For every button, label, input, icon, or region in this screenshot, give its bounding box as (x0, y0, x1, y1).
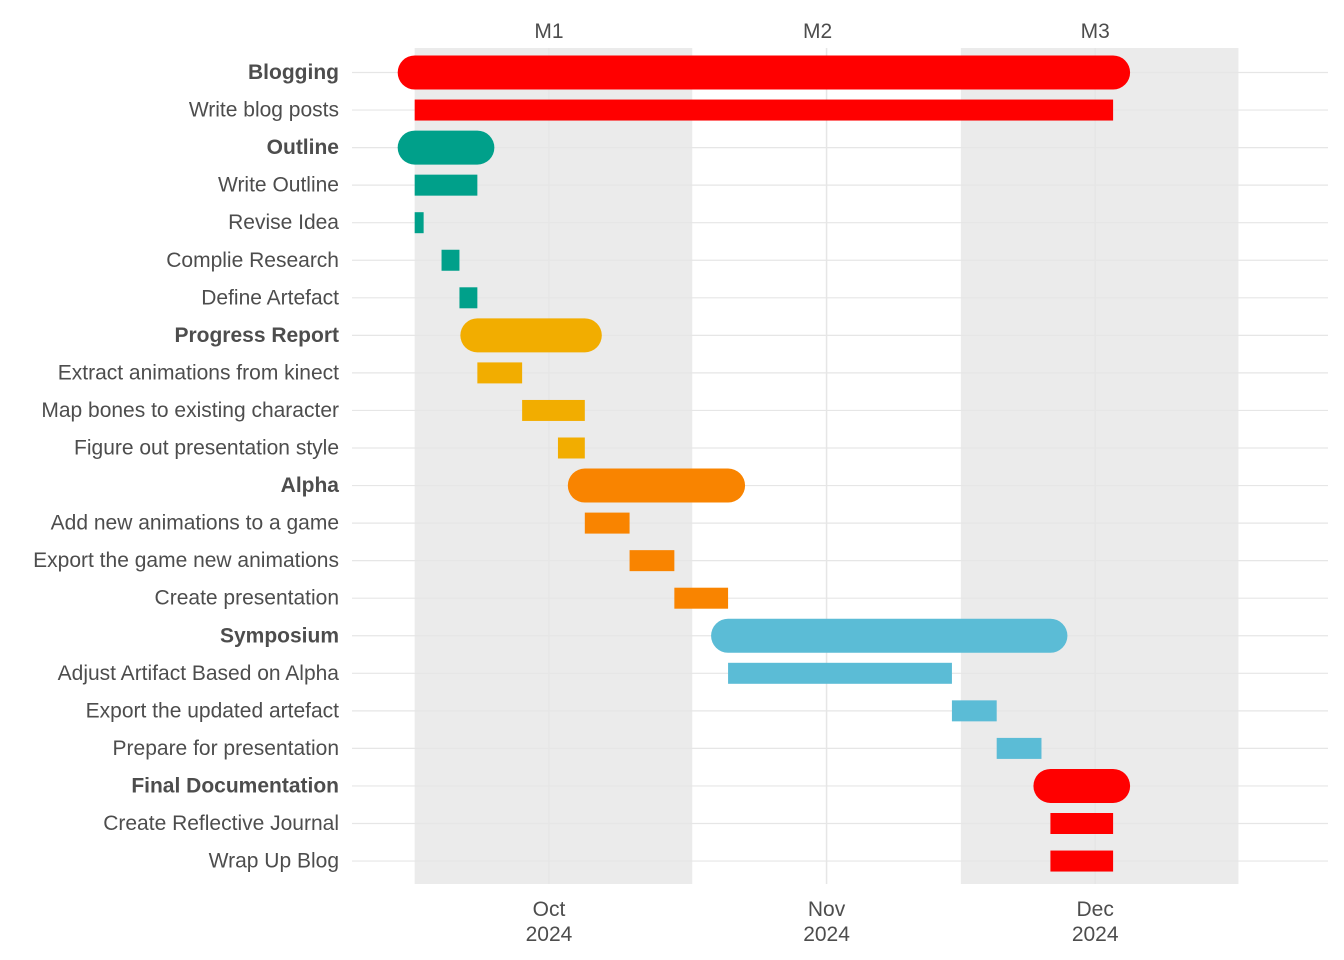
shaded-period-1 (414, 48, 693, 884)
task-label-prepare-for-presentation: Prepare for presentation (113, 737, 339, 760)
group-label-alpha: Alpha (281, 474, 340, 497)
task-label-revise-idea: Revise Idea (228, 211, 339, 234)
task-bar-adjust-artifact-based-on-alpha (728, 662, 952, 684)
task-bar-figure-out-presentation-style (557, 437, 585, 459)
group-label-blogging: Blogging (248, 61, 339, 84)
group-bar-progress-report (460, 318, 602, 353)
group-bar-alpha (567, 468, 746, 503)
task-label-export-the-game-new-animations: Export the game new animations (33, 549, 339, 572)
task-bar-prepare-for-presentation (996, 737, 1042, 759)
task-bar-export-the-game-new-animations (629, 550, 675, 572)
task-label-define-artefact: Define Artefact (201, 286, 339, 309)
task-label-extract-animations-from-kinect: Extract animations from kinect (58, 361, 339, 384)
x-tick-month-dec: Dec (1077, 898, 1114, 921)
task-bar-complie-research (441, 249, 460, 271)
group-label-symposium: Symposium (220, 624, 339, 647)
task-bar-write-blog-posts (414, 99, 1114, 121)
task-label-create-reflective-journal: Create Reflective Journal (103, 812, 339, 835)
milestone-label-m1: M1 (534, 20, 563, 43)
task-label-map-bones-to-existing-character: Map bones to existing character (41, 399, 339, 422)
x-tick-year-nov: 2024 (803, 923, 850, 946)
task-bar-wrap-up-blog (1050, 850, 1114, 872)
group-bar-final-documentation (1033, 768, 1131, 803)
task-label-write-outline: Write Outline (218, 174, 339, 197)
shaded-periods (414, 48, 1239, 884)
milestone-label-m3: M3 (1081, 20, 1110, 43)
group-bar-blogging (397, 55, 1131, 90)
x-tick-year-oct: 2024 (526, 923, 573, 946)
task-label-add-new-animations-to-a-game: Add new animations to a game (51, 512, 339, 535)
task-bar-define-artefact (459, 287, 478, 309)
group-bar-outline (397, 130, 495, 165)
row-labels: Blogging Write blog posts Outline Write Out… (33, 61, 339, 873)
task-label-export-the-updated-artefact: Export the updated artefact (86, 699, 339, 722)
task-bar-map-bones-to-existing-character (522, 399, 585, 421)
grid-lines (352, 48, 1328, 884)
group-label-progress-report: Progress Report (174, 324, 339, 347)
task-bar-create-reflective-journal (1050, 813, 1114, 834)
x-tick-month-oct: Oct (533, 898, 566, 921)
task-label-wrap-up-blog: Wrap Up Blog (209, 850, 339, 873)
task-label-complie-research: Complie Research (166, 249, 339, 272)
task-bar-add-new-animations-to-a-game (584, 512, 630, 534)
task-bar-export-the-updated-artefact (951, 700, 997, 722)
group-bar-symposium (711, 618, 1068, 653)
task-label-figure-out-presentation-style: Figure out presentation style (74, 437, 339, 460)
milestone-label-m2: M2 (803, 20, 832, 43)
task-label-write-blog-posts: Write blog posts (189, 99, 339, 122)
task-bar-revise-idea (414, 212, 424, 234)
group-label-final-documentation: Final Documentation (131, 774, 339, 797)
milestone-labels: M1 M2 M3 (534, 20, 1109, 43)
task-label-create-presentation: Create presentation (155, 587, 339, 610)
group-label-outline: Outline (267, 136, 339, 159)
task-bar-extract-animations-from-kinect (477, 362, 523, 384)
task-bars (397, 55, 1131, 872)
x-tick-month-nov: Nov (808, 898, 846, 921)
x-tick-year-dec: 2024 (1072, 923, 1119, 946)
task-label-adjust-artifact-based-on-alpha: Adjust Artifact Based on Alpha (58, 662, 340, 685)
task-bar-create-presentation (674, 587, 729, 609)
task-bar-write-outline (414, 174, 478, 196)
